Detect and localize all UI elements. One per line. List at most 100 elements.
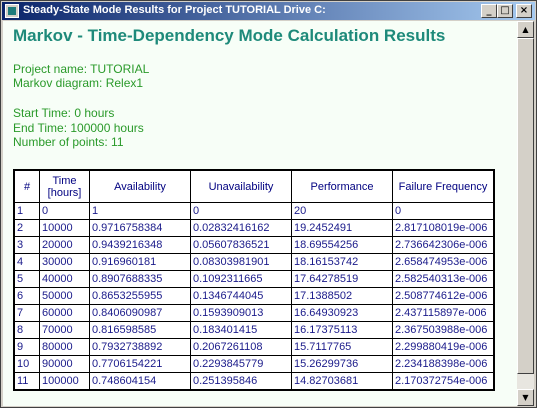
cell-failure-frequency: 2.299880419e-006 — [392, 338, 495, 356]
minimize-button[interactable]: _ — [481, 4, 497, 18]
scroll-down-button[interactable]: ▼ — [517, 389, 534, 406]
cell-failure-frequency: 0 — [392, 202, 495, 220]
cell-index: 6 — [13, 287, 40, 305]
cell-index: 2 — [13, 219, 40, 237]
cell-availability: 1 — [89, 202, 191, 220]
cell-failure-frequency: 2.170372754e-006 — [392, 372, 495, 391]
cell-time: 60000 — [39, 304, 90, 322]
title-bar[interactable]: Steady-State Mode Results for Project TU… — [2, 2, 535, 20]
end-time-text: End Time: 100000 hours — [13, 121, 144, 135]
cell-failure-frequency: 2.658474953e-006 — [392, 253, 495, 271]
table-row: 1 0 1 0 20 0 — [13, 202, 495, 220]
cell-performance: 19.2452491 — [291, 219, 393, 237]
cell-index: 8 — [13, 321, 40, 339]
scroll-thumb[interactable] — [517, 38, 534, 374]
cell-index: 5 — [13, 270, 40, 288]
table-row: 11 100000 0.748604154 0.251395846 14.8270368… — [13, 372, 495, 391]
project-name-text: Project name: TUTORIAL — [13, 62, 150, 76]
cell-unavailability: 0.05607836521 — [190, 236, 292, 254]
cell-availability: 0.9716758384 — [89, 219, 191, 237]
cell-performance: 17.64278519 — [291, 270, 393, 288]
cell-index: 4 — [13, 253, 40, 271]
cell-unavailability: 0.2293845779 — [190, 355, 292, 373]
cell-failure-frequency: 2.817108019e-006 — [392, 219, 495, 237]
cell-index: 10 — [13, 355, 40, 373]
cell-availability: 0.9439216348 — [89, 236, 191, 254]
app-icon[interactable] — [5, 4, 19, 18]
cell-failure-frequency: 2.508774612e-006 — [392, 287, 495, 305]
table-header-row: # Time [hours] Availability Unavailabili… — [13, 169, 495, 203]
cell-availability: 0.8653255955 — [89, 287, 191, 305]
header-index: # — [13, 169, 40, 203]
cell-performance: 16.64930923 — [291, 304, 393, 322]
header-failure-frequency: Failure Frequency — [392, 169, 495, 203]
cell-failure-frequency: 2.736642306e-006 — [392, 236, 495, 254]
window-title: Steady-State Mode Results for Project TU… — [23, 4, 326, 16]
header-unavailability: Unavailability — [190, 169, 292, 203]
cell-performance: 18.16153742 — [291, 253, 393, 271]
cell-unavailability: 0.1346744045 — [190, 287, 292, 305]
cell-performance: 14.82703681 — [291, 372, 393, 391]
start-time-text: Start Time: 0 hours — [13, 106, 115, 120]
cell-performance: 20 — [291, 202, 393, 220]
cell-performance: 15.7117765 — [291, 338, 393, 356]
header-time: Time [hours] — [39, 169, 90, 203]
cell-failure-frequency: 2.234188398e-006 — [392, 355, 495, 373]
cell-unavailability: 0.1092311665 — [190, 270, 292, 288]
cell-unavailability: 0.1593909013 — [190, 304, 292, 322]
cell-time: 80000 — [39, 338, 90, 356]
results-table: # Time [hours] Availability Unavailabili… — [13, 169, 495, 391]
cell-time: 20000 — [39, 236, 90, 254]
cell-unavailability: 0.2067261108 — [190, 338, 292, 356]
table-row: 4 30000 0.916960181 0.08303981901 18.1615374… — [13, 253, 495, 271]
cell-time: 30000 — [39, 253, 90, 271]
cell-unavailability: 0.251395846 — [190, 372, 292, 391]
header-performance: Performance — [291, 169, 393, 203]
cell-index: 1 — [13, 202, 40, 220]
table-row: 5 40000 0.8907688335 0.1092311665 17.6427851… — [13, 270, 495, 288]
cell-availability: 0.7706154221 — [89, 355, 191, 373]
cell-performance: 15.26299736 — [291, 355, 393, 373]
cell-time: 10000 — [39, 219, 90, 237]
cell-failure-frequency: 2.582540313e-006 — [392, 270, 495, 288]
cell-failure-frequency: 2.367503988e-006 — [392, 321, 495, 339]
cell-index: 9 — [13, 338, 40, 356]
cell-availability: 0.748604154 — [89, 372, 191, 391]
cell-performance: 18.69554256 — [291, 236, 393, 254]
report-content: Markov - Time-Dependency Mode Calculatio… — [3, 21, 517, 406]
cell-unavailability: 0 — [190, 202, 292, 220]
cell-index: 7 — [13, 304, 40, 322]
cell-performance: 17.1388502 — [291, 287, 393, 305]
maximize-button[interactable]: □ — [497, 4, 513, 18]
cell-availability: 0.916960181 — [89, 253, 191, 271]
table-row: 9 80000 0.7932738892 0.2067261108 15.7117765… — [13, 338, 495, 356]
cell-unavailability: 0.183401415 — [190, 321, 292, 339]
cell-index: 3 — [13, 236, 40, 254]
cell-failure-frequency: 2.437115897e-006 — [392, 304, 495, 322]
table-row: 10 90000 0.7706154221 0.2293845779 15.262997… — [13, 355, 495, 373]
table-row: 2 10000 0.9716758384 0.02832416162 19.245249… — [13, 219, 495, 237]
cell-time: 90000 — [39, 355, 90, 373]
cell-availability: 0.816598585 — [89, 321, 191, 339]
header-availability: Availability — [89, 169, 191, 203]
cell-availability: 0.8406090987 — [89, 304, 191, 322]
cell-unavailability: 0.08303981901 — [190, 253, 292, 271]
cell-index: 11 — [13, 372, 40, 391]
cell-availability: 0.8907688335 — [89, 270, 191, 288]
cell-time: 40000 — [39, 270, 90, 288]
num-points-text: Number of points: 11 — [13, 135, 124, 149]
cell-time: 50000 — [39, 287, 90, 305]
markov-diagram-text: Markov diagram: Relex1 — [13, 76, 144, 90]
cell-unavailability: 0.02832416162 — [190, 219, 292, 237]
table-row: 6 50000 0.8653255955 0.1346744045 17.1388502… — [13, 287, 495, 305]
vertical-scrollbar[interactable]: ▲ ▼ — [517, 21, 534, 406]
table-row: 8 70000 0.816598585 0.183401415 16.17375113 2… — [13, 321, 495, 339]
table-row: 3 20000 0.9439216348 0.05607836521 18.695542… — [13, 236, 495, 254]
cell-performance: 16.17375113 — [291, 321, 393, 339]
cell-time: 0 — [39, 202, 90, 220]
table-row: 7 60000 0.8406090987 0.1593909013 16.6493092… — [13, 304, 495, 322]
scroll-up-button[interactable]: ▲ — [517, 21, 534, 38]
report-heading: Markov - Time-Dependency Mode Calculatio… — [13, 26, 446, 45]
close-button[interactable]: × — [516, 4, 532, 18]
